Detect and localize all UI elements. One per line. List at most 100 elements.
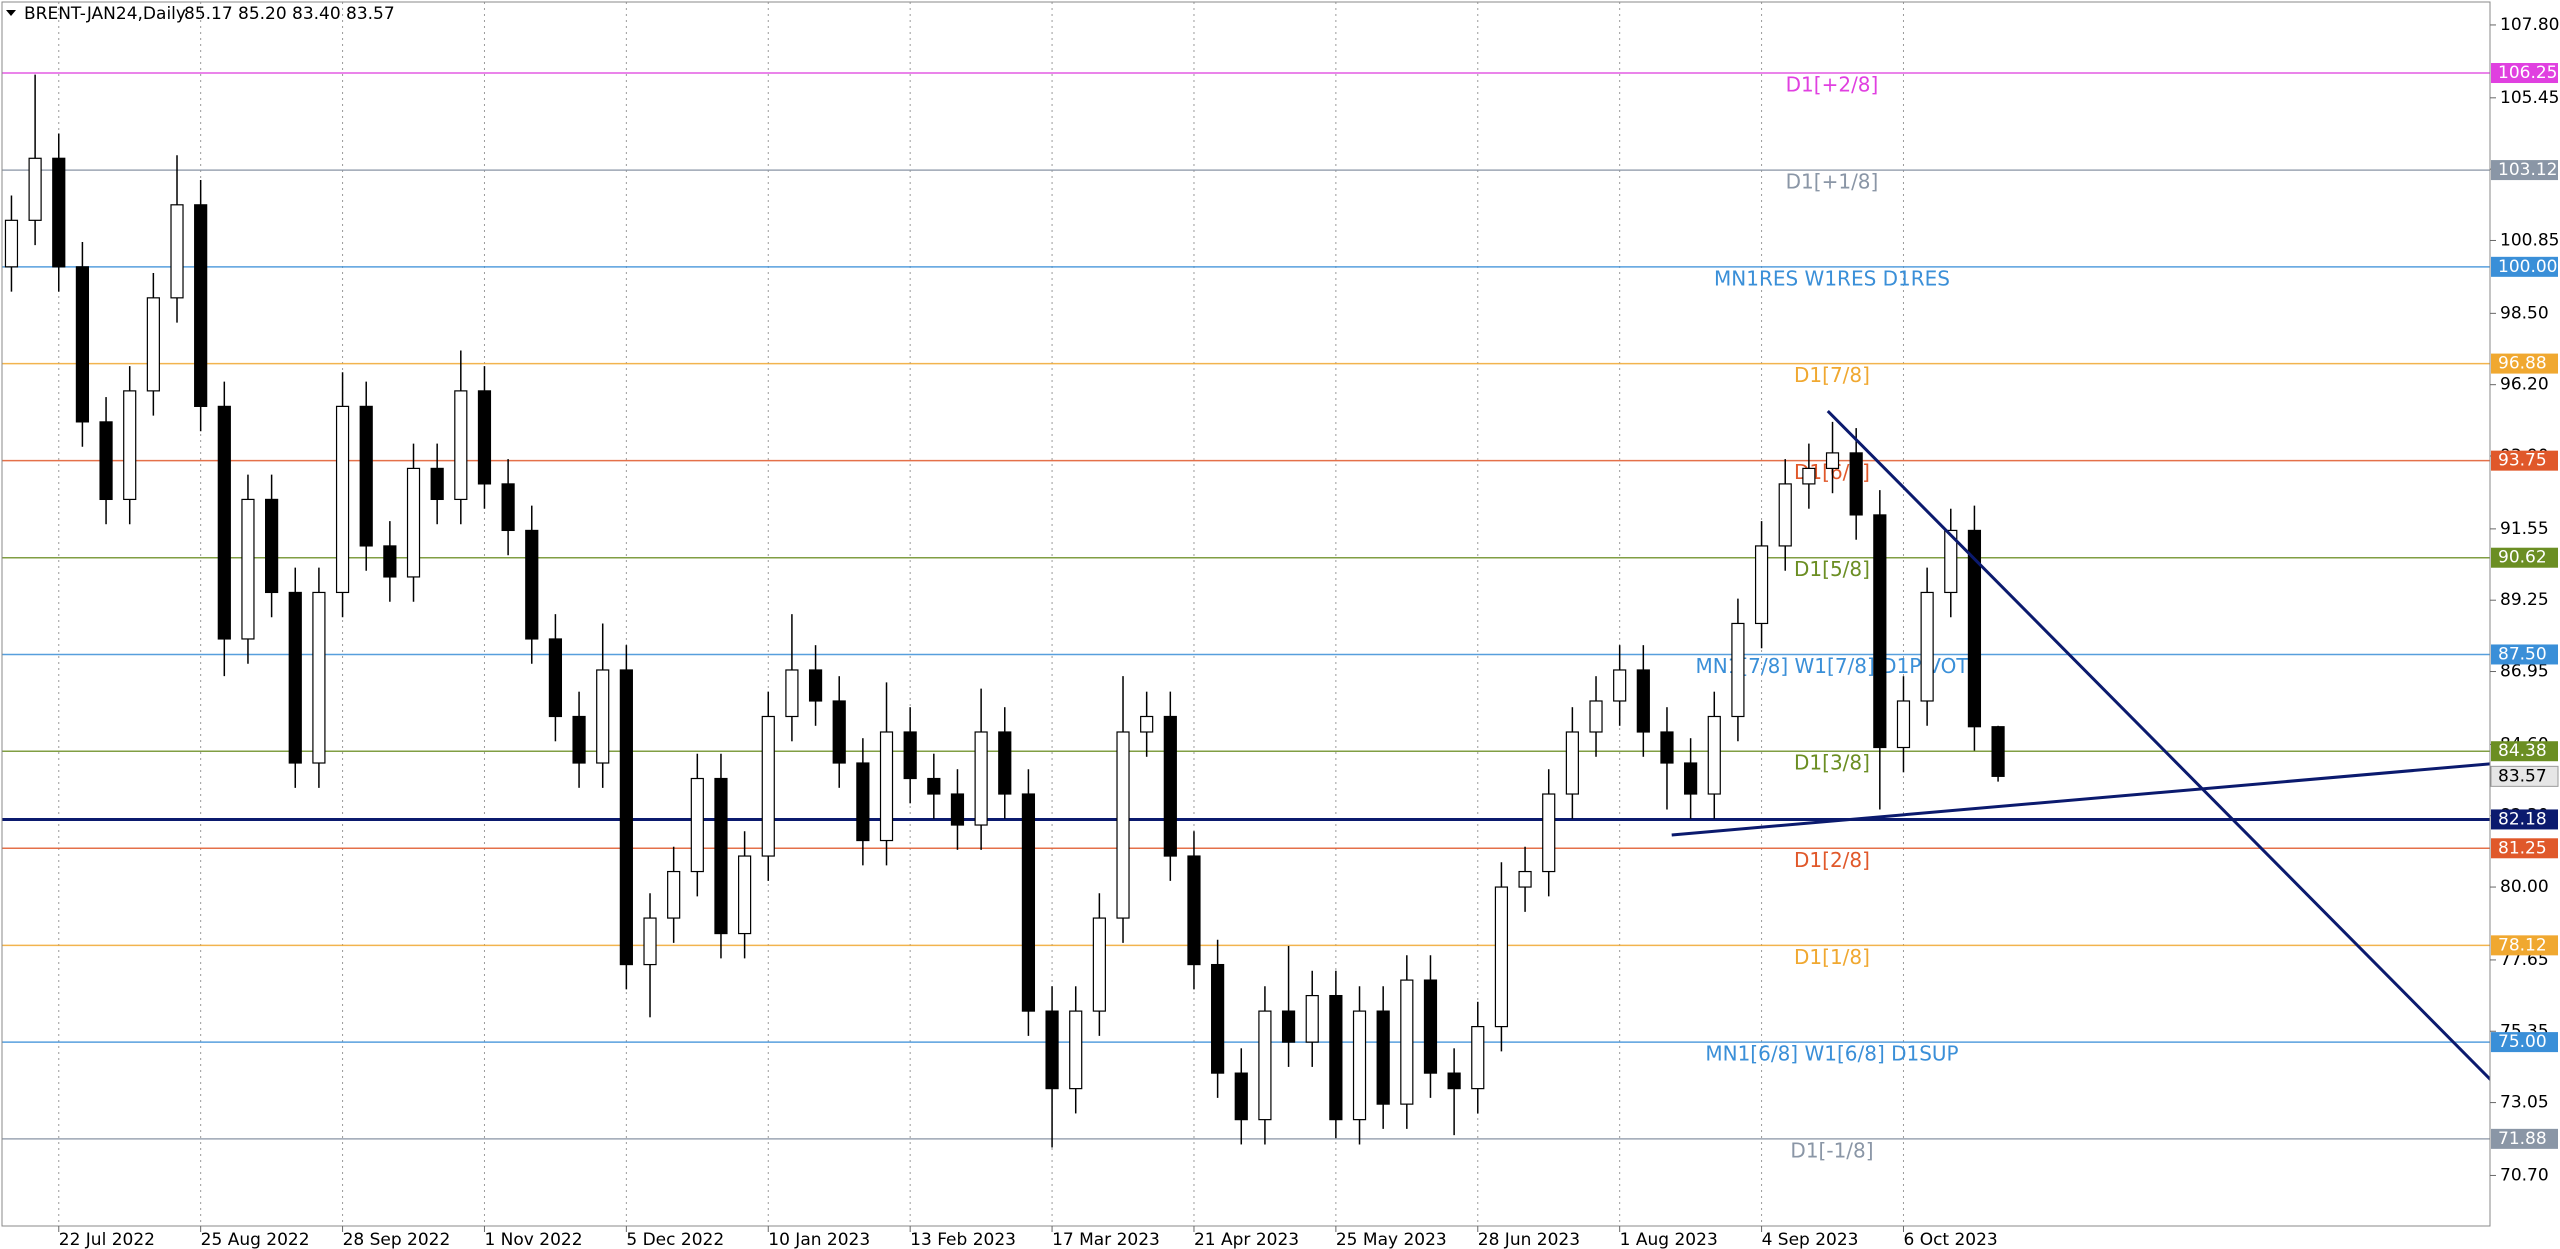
- y-tick-label: 98.50: [2500, 303, 2549, 323]
- candle-body: [1116, 731, 1130, 919]
- candle-body: [879, 731, 894, 842]
- candle-body: [4, 219, 19, 268]
- candle-body: [1045, 1010, 1059, 1090]
- x-tick-label: 17 Mar 2023: [1052, 1230, 1160, 1249]
- candle-body: [667, 870, 681, 919]
- header-high: 85.20: [238, 4, 287, 24]
- candle-body: [572, 715, 586, 764]
- y-tick-label: 80.00: [2500, 877, 2549, 897]
- price-tag-label: 96.88: [2498, 354, 2547, 374]
- price-tag-label: 103.12: [2498, 160, 2557, 180]
- candle-body: [1069, 1010, 1083, 1090]
- y-tick-label: 73.05: [2500, 1093, 2549, 1113]
- price-tag-label: 87.50: [2498, 644, 2547, 664]
- price-tag: [2491, 160, 2558, 181]
- header-close: 83.57: [346, 4, 395, 24]
- candle-body: [359, 405, 373, 547]
- candle-body: [903, 731, 917, 780]
- price-tag-label: 71.88: [2498, 1129, 2547, 1149]
- candle-body: [1400, 979, 1414, 1105]
- x-tick-label: 5 Dec 2022: [626, 1230, 724, 1249]
- level-label: D1[+1/8]: [1786, 170, 1879, 194]
- candle-body: [927, 777, 941, 795]
- header-open: 85.17: [184, 4, 233, 24]
- price-tag: [2491, 809, 2558, 830]
- y-tick-label: 100.85: [2500, 230, 2559, 250]
- y-tick-label: 96.20: [2500, 375, 2549, 395]
- x-tick-label: 10 Jan 2023: [768, 1230, 870, 1249]
- level-label: D1[-1/8]: [1790, 1138, 1873, 1162]
- candle-body: [738, 855, 752, 935]
- candle-body: [808, 669, 823, 702]
- candle-body: [1376, 1010, 1390, 1105]
- x-tick-label: 1 Nov 2022: [484, 1230, 582, 1249]
- trendline-layer: [1671, 409, 2490, 1082]
- candle-body: [1565, 731, 1579, 795]
- y-tick-label: 91.55: [2500, 519, 2549, 539]
- price-tag-label: 100.00: [2498, 257, 2557, 277]
- candle-body: [1873, 514, 1887, 749]
- candle-body: [288, 591, 302, 764]
- candle-body: [1825, 452, 1840, 470]
- candle-body: [454, 390, 468, 501]
- price-tag-label: 90.62: [2498, 548, 2547, 568]
- candle-body: [501, 483, 515, 532]
- price-tag-label: 75.00: [2498, 1032, 2547, 1052]
- x-tick-label: 13 Feb 2023: [910, 1230, 1016, 1249]
- candle-body: [714, 777, 728, 935]
- candle-body: [1754, 545, 1769, 625]
- level-label: D1[7/8]: [1794, 363, 1870, 387]
- candle-body: [1305, 994, 1319, 1043]
- price-tag-label: 81.25: [2498, 838, 2547, 858]
- candle-body: [856, 762, 870, 842]
- candle-body: [596, 669, 610, 764]
- price-tag-label: 82.18: [2498, 809, 2547, 829]
- candle-body: [1494, 886, 1509, 1028]
- candle-body: [28, 157, 42, 221]
- x-tick-label: 22 Jul 2022: [59, 1230, 155, 1249]
- symbol-menu-arrow[interactable]: [6, 10, 16, 16]
- candle-body: [99, 421, 113, 501]
- candle-body: [761, 715, 775, 857]
- candle-body: [430, 467, 444, 501]
- candle-body: [52, 157, 66, 268]
- price-tag: [2491, 1128, 2558, 1149]
- x-tick-label: 28 Sep 2022: [343, 1230, 451, 1249]
- candle-body: [1707, 715, 1721, 795]
- candle-body: [217, 405, 231, 640]
- candle-body: [1211, 963, 1225, 1074]
- price-tag: [2491, 353, 2558, 374]
- candle-body: [1140, 715, 1154, 733]
- candle-body: [1849, 452, 1863, 516]
- candle-body: [1352, 1010, 1367, 1121]
- x-tick-label: 6 Oct 2023: [1903, 1230, 1997, 1249]
- candle-body: [1896, 700, 1911, 749]
- price-tag: [2491, 1032, 2558, 1053]
- candle-body: [1991, 726, 2005, 777]
- candle-body: [1092, 917, 1106, 1012]
- candle-body: [832, 700, 846, 764]
- price-tag-label: 84.38: [2498, 741, 2547, 761]
- price-tag-label: 78.12: [2498, 935, 2547, 955]
- price-tag: [2491, 935, 2558, 956]
- candle-body: [525, 529, 539, 640]
- candle-body: [335, 405, 350, 594]
- candle-body: [170, 204, 184, 299]
- price-tag: [2491, 547, 2558, 568]
- y-tick-label: 89.25: [2500, 590, 2549, 610]
- candle-body: [265, 498, 279, 594]
- plot-frame: [1, 1, 2491, 1227]
- candle-body: [1021, 793, 1036, 1012]
- candle-body: [1187, 855, 1201, 966]
- candle-body: [406, 467, 421, 578]
- candle-body: [1613, 669, 1627, 702]
- candle-body: [1329, 994, 1343, 1121]
- y-tick-label: 107.80: [2500, 15, 2559, 35]
- price-tag-label: 106.25: [2498, 63, 2557, 83]
- candle-body: [1636, 669, 1650, 733]
- candle-body: [1967, 529, 1982, 728]
- candle-body: [1234, 1072, 1248, 1121]
